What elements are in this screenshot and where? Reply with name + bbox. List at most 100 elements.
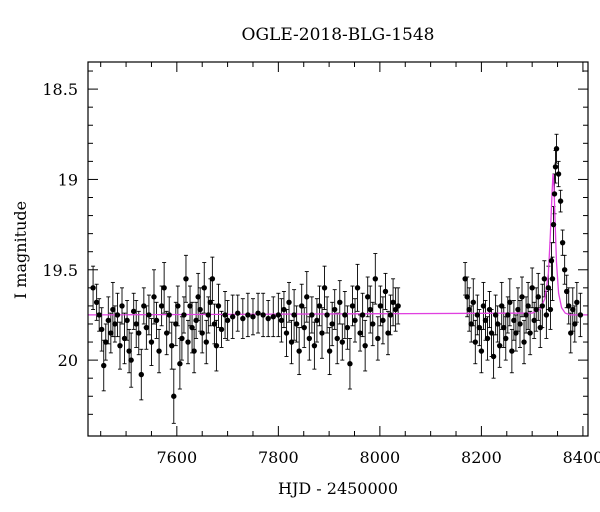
data-point	[213, 342, 220, 349]
data-point	[501, 324, 507, 331]
data-point	[283, 330, 290, 336]
data-point	[499, 303, 505, 309]
x-axis-label: HJD - 2450000	[278, 479, 398, 498]
data-point	[543, 312, 550, 318]
data-point	[240, 315, 246, 322]
y-axis-label: I magnitude	[11, 201, 30, 299]
data-point	[572, 321, 578, 327]
data-point	[359, 312, 366, 318]
data-point	[566, 303, 572, 309]
data-point	[265, 315, 271, 322]
data-point	[362, 342, 368, 349]
data-point	[293, 321, 300, 327]
data-point	[235, 310, 241, 316]
data-point	[101, 362, 107, 369]
data-point	[224, 317, 231, 324]
data-point	[541, 276, 548, 282]
data-point	[215, 303, 222, 309]
data-point	[205, 312, 212, 318]
x-tick-label: 8200	[461, 448, 502, 467]
data-point	[207, 299, 214, 305]
data-point	[203, 339, 209, 345]
data-point	[299, 303, 305, 309]
x-tick-label: 8000	[360, 448, 401, 467]
data-point	[181, 312, 187, 318]
data-point	[222, 312, 228, 318]
data-point	[185, 339, 191, 345]
data-point	[128, 357, 134, 363]
data-point	[515, 306, 521, 313]
data-point	[334, 335, 340, 342]
data-point	[316, 303, 323, 309]
data-point	[550, 221, 557, 228]
data-point	[385, 330, 391, 336]
data-point	[490, 353, 497, 360]
data-point	[255, 310, 261, 316]
data-point	[494, 321, 501, 327]
data-point	[117, 342, 123, 349]
data-point	[281, 306, 287, 313]
data-point	[288, 339, 295, 345]
data-point	[309, 312, 315, 318]
data-point	[195, 294, 201, 300]
data-point	[218, 326, 225, 333]
data-point	[124, 317, 130, 324]
y-tick-label: 18.5	[42, 80, 78, 99]
data-point	[177, 361, 183, 367]
data-point	[141, 303, 147, 309]
data-point	[563, 288, 570, 295]
data-point	[306, 335, 313, 342]
data-point	[121, 335, 128, 342]
data-point	[533, 306, 539, 313]
x-tick-label: 7800	[258, 448, 299, 467]
data-point	[549, 276, 556, 282]
data-point	[342, 312, 348, 318]
data-point	[521, 339, 527, 345]
data-point	[275, 312, 282, 318]
data-point	[548, 258, 555, 264]
x-tick-label: 8400	[563, 448, 600, 467]
data-point	[189, 324, 195, 331]
data-point	[523, 312, 529, 318]
data-point	[126, 348, 132, 354]
y-tick-label: 20	[58, 351, 78, 370]
data-point	[395, 303, 401, 309]
data-point	[250, 314, 256, 320]
data-point	[535, 294, 541, 300]
data-point	[245, 312, 251, 318]
error-bars	[91, 133, 583, 424]
data-points	[90, 146, 584, 399]
data-point	[304, 294, 310, 300]
data-point	[158, 303, 165, 309]
data-point	[568, 330, 574, 336]
data-point	[296, 348, 302, 354]
data-point	[324, 312, 330, 318]
data-point	[136, 330, 142, 336]
data-point	[112, 321, 118, 327]
y-tick-label: 19	[58, 170, 78, 189]
data-point	[146, 312, 152, 318]
data-point	[484, 335, 491, 342]
data-point	[229, 314, 236, 320]
data-point	[476, 324, 483, 331]
data-point	[329, 321, 335, 327]
data-point	[260, 312, 266, 318]
data-point	[364, 294, 371, 300]
data-point	[179, 335, 185, 342]
data-point	[482, 317, 489, 324]
data-point	[93, 299, 100, 305]
data-point	[472, 339, 479, 345]
data-point	[173, 321, 179, 327]
data-point	[511, 317, 517, 324]
data-point	[171, 393, 177, 399]
data-point	[527, 330, 533, 336]
data-point	[156, 348, 162, 354]
data-point	[517, 321, 523, 327]
data-point	[191, 348, 197, 354]
data-point	[525, 303, 531, 309]
data-point	[470, 299, 476, 305]
data-point	[488, 330, 495, 336]
data-point	[339, 339, 346, 345]
data-point	[96, 312, 102, 318]
